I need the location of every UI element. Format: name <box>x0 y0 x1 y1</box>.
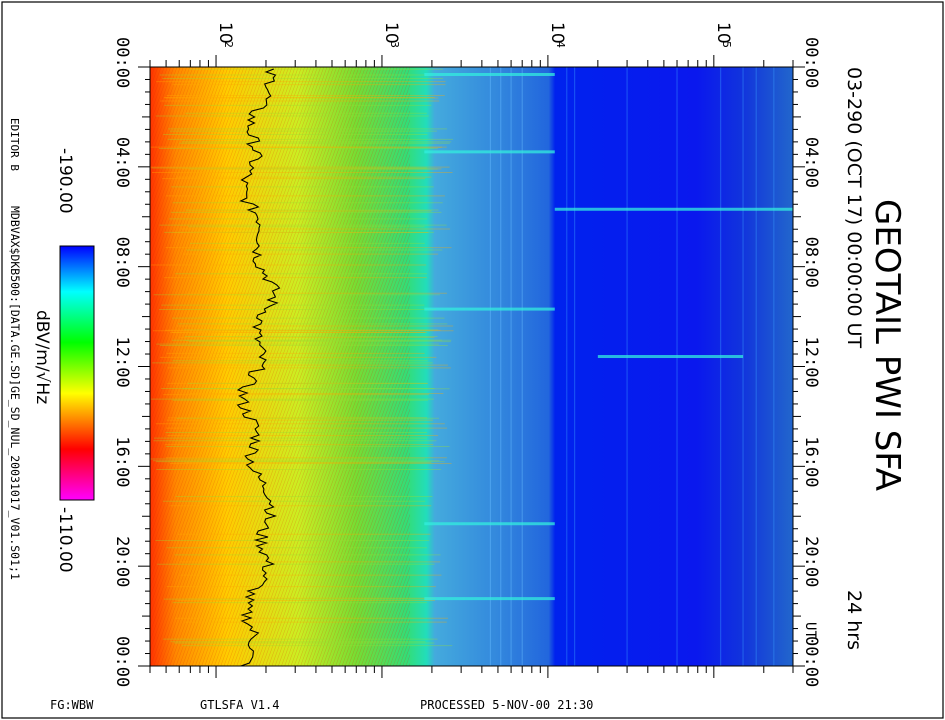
chart-title: GEOTAIL PWI SFA <box>867 199 907 491</box>
footer-format: FG:WBW <box>50 698 94 712</box>
tick-base: 10 <box>547 22 567 44</box>
time-tick-label: 04:00 <box>112 137 132 188</box>
spectral-profile-line <box>236 68 281 667</box>
colorbar-scale <box>59 245 95 501</box>
frequency-tick-label: 103 <box>381 22 401 48</box>
tick-exponent: 3 <box>388 41 401 48</box>
time-tick-label: 16:00 <box>801 436 821 487</box>
chart-subtitle: 03-290 (OCT 17) 00:00:00 UT <box>843 67 865 349</box>
tick-exponent: 5 <box>720 41 733 48</box>
footer-program: GTLSFA V1.4 <box>200 698 279 712</box>
emission-band <box>424 597 555 601</box>
emission-band <box>424 150 555 154</box>
emission-band <box>424 522 555 526</box>
emission-band <box>424 307 555 311</box>
colorbar-min-label: -190.00 <box>55 148 75 214</box>
frequency-tick-label: 104 <box>547 22 567 48</box>
time-tick-label: 00:00 <box>801 37 821 88</box>
spectrogram-plot <box>149 66 794 667</box>
tick-exponent: 4 <box>554 41 567 48</box>
frequency-tick-label: 102 <box>215 22 235 48</box>
time-tick-label: 20:00 <box>801 536 821 587</box>
time-tick-label: 00:00 <box>801 636 821 687</box>
tick-base: 10 <box>381 22 401 44</box>
time-tick-label: 12:00 <box>801 337 821 388</box>
tick-base: 10 <box>713 22 733 44</box>
colorbar-unit-label: dBV/m/√Hz <box>32 310 52 404</box>
colorbar-max-label: -110.00 <box>55 507 75 573</box>
dataset-path-label: MDBVAX$DKB500:[DATA.GE.SD]GE_SD_NUL_2003… <box>8 206 22 580</box>
time-tick-label: 00:00 <box>112 37 132 88</box>
time-tick-label: 00:00 <box>112 636 132 687</box>
frequency-tick-label: 105 <box>713 22 733 48</box>
emission-lines <box>424 72 793 601</box>
time-axis-left: 00:00 04:00 08:00 12:00 16:00 20:00 00:00 <box>112 37 150 687</box>
tick-exponent: 2 <box>222 41 235 48</box>
spectrogram-texture <box>150 67 410 666</box>
time-tick-label: 08:00 <box>112 237 132 288</box>
editor-label: EDITOR B <box>8 118 21 171</box>
bottom-axis-ticks <box>149 666 794 678</box>
emission-band <box>597 355 744 359</box>
time-tick-label: 20:00 <box>112 536 132 587</box>
emission-band <box>424 72 555 76</box>
time-tick-label: 04:00 <box>801 137 821 188</box>
spectrogram-stripes <box>150 66 775 666</box>
duration-label: 24 hrs <box>843 590 865 650</box>
time-tick-label: 16:00 <box>112 436 132 487</box>
emission-band <box>554 207 793 211</box>
footer-processed: PROCESSED 5-NOV-00 21:30 <box>420 698 593 712</box>
tick-base: 10 <box>215 22 235 44</box>
time-tick-label: 08:00 <box>801 237 821 288</box>
time-tick-label: 12:00 <box>112 337 132 388</box>
ut-label: UT <box>802 622 818 639</box>
colorbar: -190.00 -110.00 dBV/m/√Hz <box>32 148 95 573</box>
